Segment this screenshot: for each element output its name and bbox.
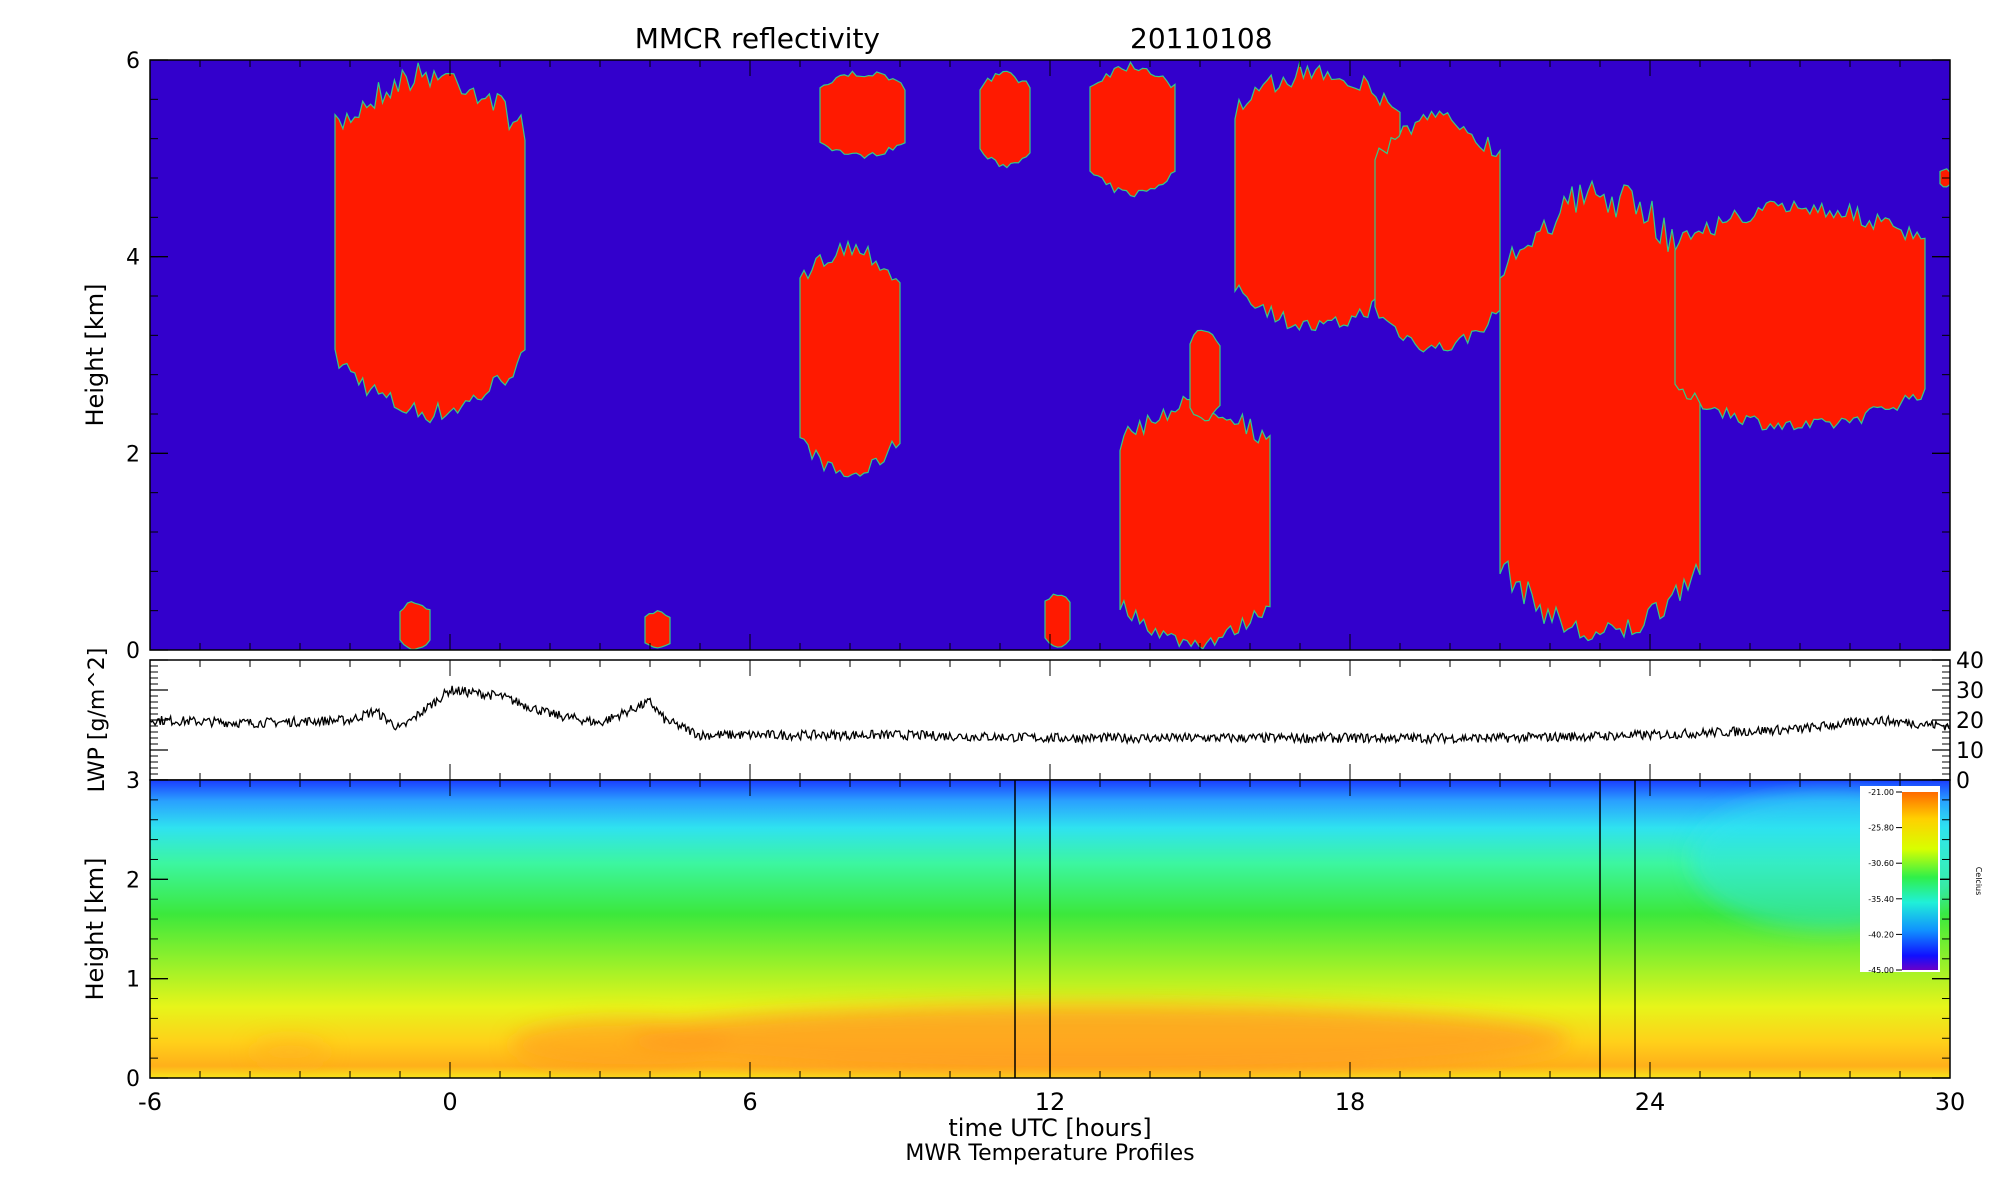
temperature-panel: 0 1 2 3 Height [km] -21.00 -25.80 -30.60 -35.4…: [81, 769, 1983, 1092]
reflectivity-ylabel: Height [km]: [81, 284, 109, 427]
colorbar-label: Celcius: [1974, 867, 1983, 896]
y-tick-label: 4: [126, 246, 140, 271]
warm-region-left: [510, 1019, 730, 1071]
cloud-shape: [1089, 61, 1176, 198]
temperature-ylabel: Height [km]: [81, 858, 109, 1001]
y-tick-label: 6: [126, 49, 140, 74]
reflectivity-frame: [149, 59, 1951, 651]
y-tick-label: 30: [1956, 679, 1984, 704]
y-tick-label: 10: [1956, 739, 1984, 764]
x-tick-label: -6: [138, 1088, 162, 1116]
colorbar-tick-label: -21.00: [1868, 788, 1894, 797]
colorbar-tick-label: -35.40: [1868, 895, 1894, 904]
y-tick-label: 2: [126, 442, 140, 467]
cloud-region: [1499, 179, 1701, 642]
colorbar-tick-label: -25.80: [1868, 824, 1894, 833]
cloud-shape: [1119, 395, 1271, 650]
colorbar-scale: [1902, 792, 1938, 970]
cloud-shape: [819, 70, 906, 159]
cloud-region: [819, 70, 906, 159]
cloud-shape: [799, 239, 901, 478]
lwp-background: [150, 660, 1950, 780]
cloud-region: [334, 62, 526, 424]
x-tick-label: 0: [442, 1088, 457, 1116]
cloud-region: [1119, 395, 1271, 650]
y-tick-label: 20: [1956, 709, 1984, 734]
cloud-shape: [1044, 593, 1071, 648]
colorbar-tick-label: -30.60: [1868, 859, 1894, 868]
cloud-region: [1674, 199, 1926, 431]
y-tick-label: 3: [126, 769, 140, 794]
x-tick-label: 6: [742, 1088, 757, 1116]
lwp-panel: 0 10 20 30 40 LWP [g/m^2]: [85, 648, 1984, 794]
x-tick-label: 24: [1635, 1088, 1666, 1116]
cloud-shape: [334, 62, 526, 424]
cloud-shape: [644, 610, 671, 649]
y-tick-label: 0: [126, 1067, 140, 1092]
cloud-region: [1089, 61, 1176, 198]
temperature-frame: [149, 779, 1951, 1079]
lwp-ylabel: LWP [g/m^2]: [85, 648, 110, 793]
cloud-shape: [1189, 329, 1221, 422]
cloud-shape: [1674, 199, 1926, 431]
cloud-region: [399, 601, 431, 650]
lwp-line: [149, 685, 1951, 746]
x-axis-label: time UTC [hours]: [948, 1114, 1151, 1142]
cloud-shape: [1499, 179, 1701, 642]
y-tick-label: 2: [126, 868, 140, 893]
y-tick-label: 0: [126, 639, 140, 664]
cloud-region: [799, 239, 901, 478]
cloud-region: [979, 70, 1031, 169]
chart-date: 20110108: [1130, 22, 1273, 55]
colorbar-tick-label: -45.00: [1868, 966, 1894, 975]
y-tick-label: 0: [1956, 769, 1970, 794]
cloud-region: [1044, 593, 1071, 648]
cloud-shape: [399, 601, 431, 650]
y-tick-label: 1: [126, 968, 140, 993]
reflectivity-panel: 0 2 4 6 Height [km]: [81, 49, 1951, 664]
cloud-region: [1189, 329, 1221, 422]
x-tick-label: 18: [1335, 1088, 1366, 1116]
x-tick-label: 30: [1935, 1088, 1966, 1116]
warm-region-main: [630, 1004, 1570, 1076]
figure-subtitle: MWR Temperature Profiles: [905, 1141, 1194, 1166]
colorbar-tick-label: -40.20: [1868, 930, 1894, 939]
warm-region-far-left: [250, 1038, 330, 1066]
chart-title: MMCR reflectivity: [635, 22, 880, 55]
cloud-region: [644, 610, 671, 649]
y-tick-label: 40: [1956, 649, 1984, 674]
cloud-shape: [979, 70, 1031, 169]
colorbar: -21.00 -25.80 -30.60 -35.40 -40.20 -45.00 Cel…: [1860, 786, 1983, 975]
x-tick-label: 12: [1035, 1088, 1066, 1116]
